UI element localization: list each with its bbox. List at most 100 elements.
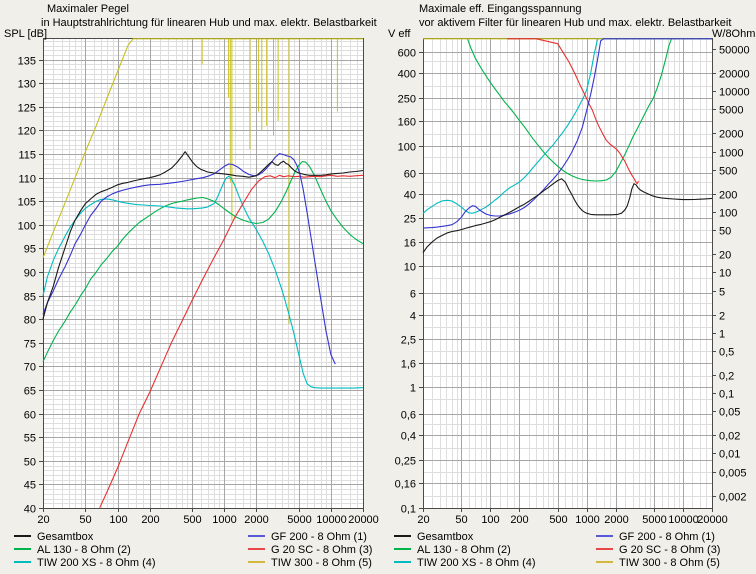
legend-item-tiw200xs-2: TIW 200 XS - 8 Ohm (4) xyxy=(394,557,536,569)
svg-text:135: 135 xyxy=(18,56,36,68)
legend-item-g20sc: G 20 SC - 8 Ohm (3) xyxy=(248,544,372,556)
svg-text:55: 55 xyxy=(24,433,36,445)
left-chart-y-unit: SPL [dB] xyxy=(4,28,48,40)
right-chart-subtitle: vor aktivem Filter für linearen Hub und … xyxy=(419,17,732,29)
left-chart-subtitle: in Hauptstrahlrichtung für linearen Hub … xyxy=(41,17,377,29)
svg-text:2: 2 xyxy=(719,311,725,323)
legend-swatch-gesamtbox-2 xyxy=(394,535,411,538)
svg-text:0,5: 0,5 xyxy=(719,347,734,359)
svg-text:20: 20 xyxy=(719,250,731,262)
legend-swatch-g20sc-2 xyxy=(596,548,613,551)
svg-text:0,1: 0,1 xyxy=(719,389,734,401)
svg-text:10: 10 xyxy=(404,262,416,274)
svg-text:10: 10 xyxy=(719,268,731,280)
svg-text:100: 100 xyxy=(18,221,36,233)
svg-text:250: 250 xyxy=(398,94,416,106)
legend-item-al130-2: AL 130 - 8 Ohm (2) xyxy=(394,544,511,556)
svg-text:1: 1 xyxy=(410,383,416,395)
svg-text:60: 60 xyxy=(404,169,416,181)
svg-text:0,005: 0,005 xyxy=(719,468,747,480)
svg-text:95: 95 xyxy=(24,244,36,256)
svg-text:80: 80 xyxy=(24,315,36,327)
svg-text:0,1: 0,1 xyxy=(401,504,416,516)
svg-text:160: 160 xyxy=(398,117,416,129)
svg-text:40: 40 xyxy=(24,504,36,516)
svg-text:1000: 1000 xyxy=(212,514,236,526)
legend-item-tiw300-2: TIW 300 - 8 Ohm (5) xyxy=(596,557,720,569)
right-chart-y-unit-right: W/8Ohm xyxy=(712,28,756,40)
svg-text:115: 115 xyxy=(18,150,36,162)
svg-text:130: 130 xyxy=(18,79,36,91)
svg-text:100: 100 xyxy=(481,514,499,526)
svg-text:0,6: 0,6 xyxy=(401,410,416,422)
svg-text:50: 50 xyxy=(79,514,91,526)
svg-text:20: 20 xyxy=(417,514,429,526)
svg-text:100: 100 xyxy=(109,514,127,526)
svg-text:90: 90 xyxy=(24,268,36,280)
svg-text:40: 40 xyxy=(404,190,416,202)
svg-text:0,01: 0,01 xyxy=(719,449,740,461)
legend-swatch-g20sc xyxy=(248,548,265,551)
svg-text:1,6: 1,6 xyxy=(401,359,416,371)
svg-text:4: 4 xyxy=(410,311,416,323)
svg-text:50: 50 xyxy=(455,514,467,526)
svg-text:2000: 2000 xyxy=(719,129,743,141)
legend-item-al130: AL 130 - 8 Ohm (2) xyxy=(14,544,131,556)
svg-text:120: 120 xyxy=(18,126,36,138)
svg-text:500: 500 xyxy=(549,514,567,526)
svg-text:2000: 2000 xyxy=(244,514,268,526)
svg-text:25: 25 xyxy=(404,214,416,226)
svg-text:200: 200 xyxy=(141,514,159,526)
svg-text:85: 85 xyxy=(24,292,36,304)
svg-text:6: 6 xyxy=(410,289,416,301)
svg-text:70: 70 xyxy=(24,362,36,374)
legend-item-tiw200xs: TIW 200 XS - 8 Ohm (4) xyxy=(14,557,156,569)
svg-text:0,16: 0,16 xyxy=(395,479,416,491)
left-chart-title: Maximaler Pegel xyxy=(47,3,129,15)
svg-text:1: 1 xyxy=(719,329,725,341)
svg-text:60: 60 xyxy=(24,410,36,422)
svg-text:45: 45 xyxy=(24,480,36,492)
svg-text:10000: 10000 xyxy=(719,87,750,99)
svg-text:500: 500 xyxy=(183,514,201,526)
svg-text:100: 100 xyxy=(398,142,416,154)
svg-text:5000: 5000 xyxy=(642,514,666,526)
legend-item-gf200-2: GF 200 - 8 Ohm (1) xyxy=(596,531,715,543)
svg-text:10000: 10000 xyxy=(316,514,347,526)
svg-text:5000: 5000 xyxy=(719,105,743,117)
svg-text:5000: 5000 xyxy=(287,514,311,526)
legend-swatch-al130 xyxy=(14,548,31,551)
svg-text:10000: 10000 xyxy=(668,514,699,526)
legend-swatch-gf200-2 xyxy=(596,535,613,538)
legend-item-g20sc-2: G 20 SC - 8 Ohm (3) xyxy=(596,544,720,556)
legend-swatch-tiw200xs xyxy=(14,561,31,564)
svg-text:600: 600 xyxy=(398,48,416,60)
legend-swatch-tiw300 xyxy=(248,561,265,564)
svg-text:0,02: 0,02 xyxy=(719,431,740,443)
svg-text:125: 125 xyxy=(18,103,36,115)
svg-text:100: 100 xyxy=(719,208,737,220)
legend-swatch-al130-2 xyxy=(394,548,411,551)
svg-text:50000: 50000 xyxy=(719,45,750,57)
svg-text:0,4: 0,4 xyxy=(401,431,416,443)
svg-text:0,2: 0,2 xyxy=(719,371,734,383)
svg-text:200: 200 xyxy=(510,514,528,526)
legend-item-gesamtbox: Gesamtbox xyxy=(14,531,93,543)
svg-text:16: 16 xyxy=(404,238,416,250)
svg-text:65: 65 xyxy=(24,386,36,398)
legend-item-gesamtbox-2: Gesamtbox xyxy=(394,531,473,543)
legend-swatch-gf200 xyxy=(248,535,265,538)
svg-text:500: 500 xyxy=(719,166,737,178)
svg-text:20000: 20000 xyxy=(348,514,379,526)
svg-text:0,05: 0,05 xyxy=(719,407,740,419)
svg-text:50: 50 xyxy=(719,226,731,238)
svg-text:400: 400 xyxy=(398,69,416,81)
svg-text:20: 20 xyxy=(37,514,49,526)
svg-text:0,25: 0,25 xyxy=(395,456,416,468)
right-chart-title: Maximale eff. Eingangsspannung xyxy=(419,3,582,15)
legend-item-gf200: GF 200 - 8 Ohm (1) xyxy=(248,531,367,543)
svg-text:75: 75 xyxy=(24,339,36,351)
svg-text:2000: 2000 xyxy=(604,514,628,526)
svg-text:20000: 20000 xyxy=(719,69,750,81)
